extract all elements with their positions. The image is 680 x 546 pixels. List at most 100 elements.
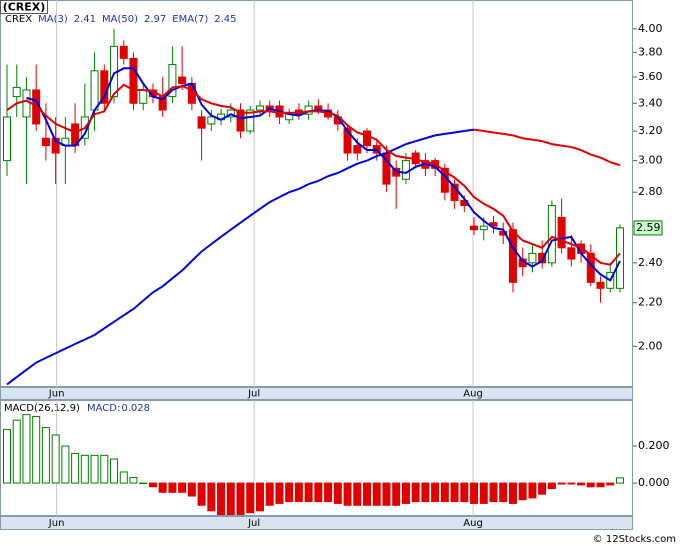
moving-average-segment — [191, 250, 203, 262]
y-tick-label: 0.000 — [638, 476, 670, 489]
macd-bar — [41, 427, 50, 484]
moving-average-segment — [45, 352, 57, 359]
moving-average-segment — [74, 338, 86, 345]
macd-title: MACD(26,12,9) — [4, 403, 80, 414]
price-tag-label: 2.59 — [636, 221, 661, 234]
macd-bar — [32, 415, 41, 484]
moving-average-segment — [327, 172, 339, 178]
macd-bar — [586, 482, 595, 488]
macd-bar — [363, 482, 372, 506]
moving-average-segment — [94, 327, 105, 336]
macd-bar — [255, 482, 264, 512]
x-tick-label: Aug — [463, 389, 483, 400]
moving-average-segment — [162, 277, 174, 288]
macd-bar — [226, 482, 235, 516]
macd-bar — [460, 482, 469, 503]
legend-name: MA(50) — [102, 14, 138, 25]
candle-body — [246, 109, 255, 132]
y-tick-label: 2.80 — [638, 185, 663, 198]
candle-body — [197, 116, 206, 129]
moving-average-segment — [541, 140, 553, 146]
candle-body — [236, 109, 245, 132]
moving-average-segment — [16, 369, 28, 378]
macd-bar — [470, 482, 479, 504]
candle-body — [90, 70, 99, 111]
macd-bar — [392, 482, 401, 506]
moving-average-segment — [600, 156, 611, 164]
moving-average-line — [6, 83, 621, 266]
macd-bar — [119, 471, 128, 484]
moving-average-segment — [405, 140, 416, 146]
moving-average-segment — [483, 130, 494, 134]
candle-body — [596, 281, 605, 289]
y-tick-label: 2.20 — [638, 296, 663, 309]
moving-average-segment — [503, 132, 514, 137]
y-tick-label: 3.40 — [638, 96, 663, 109]
y-tick-label: 3.80 — [638, 45, 663, 58]
macd-bar — [450, 482, 459, 503]
macd-bar — [80, 454, 89, 484]
moving-average-segment — [288, 187, 300, 194]
moving-average-segment — [259, 201, 271, 210]
macd-bar — [489, 482, 498, 503]
moving-average-segment — [395, 143, 407, 150]
y-tick-label: 0.200 — [638, 439, 670, 452]
candle-body — [538, 252, 547, 264]
candle-body — [51, 137, 60, 154]
macd-bar — [168, 482, 177, 493]
x-tick-label: Jun — [48, 518, 65, 529]
macd-bar — [217, 482, 226, 516]
moving-average-segment — [571, 146, 582, 151]
x-tick-label: Jun — [48, 389, 65, 400]
legend-value: 2.45 — [214, 14, 236, 25]
candle-body — [178, 76, 187, 85]
candle-body — [168, 64, 177, 98]
macd-bar — [567, 482, 576, 485]
macd-bar — [440, 482, 449, 503]
macd-bar — [110, 458, 119, 484]
macd-bar — [129, 477, 138, 484]
moving-average-segment — [35, 357, 47, 364]
macd-bar — [557, 482, 566, 485]
legend-name: MACD: — [87, 403, 120, 414]
moving-average-segment — [551, 143, 562, 147]
y-tick-label: 3.60 — [638, 70, 663, 83]
date-band — [0, 387, 633, 400]
moving-average-segment — [210, 236, 222, 245]
moving-average-segment — [464, 128, 475, 133]
moving-average-segment — [609, 161, 621, 167]
candle-body — [129, 57, 138, 104]
macd-bar — [275, 482, 284, 504]
moving-average-segment — [512, 134, 523, 140]
macd-bar — [207, 482, 216, 512]
macd-bar — [158, 482, 167, 493]
symbol-box — [0, 0, 48, 14]
moving-average-segment — [230, 221, 242, 231]
legend-value: 2.41 — [74, 14, 96, 25]
y-tick-label: 4.00 — [638, 22, 663, 35]
macd-bar — [353, 482, 362, 506]
macd-bar — [187, 482, 196, 497]
candle-body — [508, 229, 517, 283]
moving-average-segment — [580, 149, 592, 156]
macd-bar — [148, 482, 157, 488]
moving-average-segment — [142, 291, 154, 302]
moving-average-segment — [113, 314, 125, 323]
moving-average-segment — [25, 361, 37, 371]
legend-value: 2.97 — [144, 14, 166, 25]
macd-bar — [518, 482, 527, 501]
macd-bar — [528, 482, 537, 499]
macd-bar — [538, 482, 547, 495]
candle-body — [343, 127, 352, 154]
moving-average-segment — [590, 153, 601, 159]
moving-average-segment — [308, 179, 319, 186]
macd-bar — [22, 414, 31, 484]
candle-body — [12, 86, 21, 98]
macd-bar — [547, 482, 556, 490]
moving-average-segment — [444, 131, 455, 135]
macd-bar — [479, 482, 488, 504]
macd-bar — [304, 482, 313, 503]
moving-average-segment — [386, 147, 397, 154]
macd-bar — [577, 482, 586, 486]
moving-average-segment — [522, 137, 533, 141]
